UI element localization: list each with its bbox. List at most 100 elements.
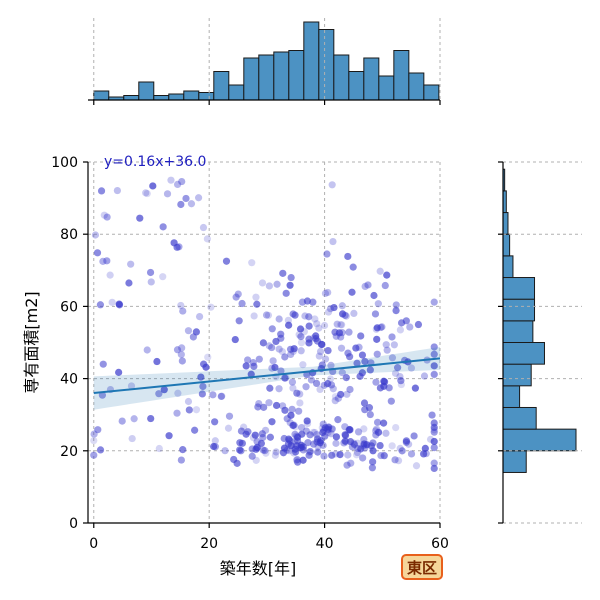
scatter-point xyxy=(288,378,297,386)
scatter-point xyxy=(337,344,346,352)
scatter-point xyxy=(269,357,277,365)
scatter-point xyxy=(268,418,276,426)
scatter-point xyxy=(346,353,354,361)
scatter-point xyxy=(336,451,344,459)
scatter-point xyxy=(293,456,301,464)
scatter-point xyxy=(252,456,260,464)
scatter-point xyxy=(282,374,290,382)
right-histogram-bar xyxy=(502,277,536,300)
scatter-point xyxy=(383,346,391,354)
scatter-point xyxy=(163,190,172,198)
scatter-point xyxy=(306,447,314,456)
scatter-point xyxy=(430,464,438,473)
top-histogram-bar xyxy=(153,95,170,101)
scatter-point xyxy=(382,429,390,437)
scatter-point xyxy=(298,423,306,432)
scatter-point xyxy=(305,322,313,330)
y-tick-label: 80 xyxy=(60,227,78,243)
scatter-point xyxy=(354,444,362,453)
scatter-point xyxy=(159,273,167,281)
scatter-point xyxy=(361,357,369,366)
scatter-point xyxy=(321,289,330,297)
scatter-point xyxy=(268,325,276,333)
scatter-point xyxy=(178,177,186,186)
scatter-point xyxy=(261,426,270,434)
scatter-point xyxy=(260,403,268,411)
scatter-point xyxy=(316,347,325,356)
scatter-point xyxy=(293,442,301,450)
scatter-point xyxy=(293,389,301,397)
scatter-point xyxy=(333,320,341,328)
scatter-point xyxy=(316,385,324,394)
scatter-point xyxy=(268,343,276,352)
scatter-point xyxy=(191,426,199,434)
right-histogram-bar xyxy=(502,428,577,452)
scatter-point xyxy=(170,239,178,247)
scatter-point xyxy=(143,189,151,198)
scatter-point xyxy=(312,332,320,340)
scatter-point xyxy=(272,401,281,410)
scatter-point xyxy=(237,447,245,455)
scatter-point xyxy=(302,383,310,391)
scatter-point xyxy=(289,310,297,318)
scatter-point xyxy=(370,291,378,300)
scatter-point xyxy=(338,321,346,329)
top-histogram-bar xyxy=(408,72,425,101)
scatter-point xyxy=(392,424,400,432)
scatter-point xyxy=(265,342,273,350)
scatter-point xyxy=(297,347,305,355)
scatter-point xyxy=(174,389,182,397)
scatter-point xyxy=(360,425,368,433)
scatter-point xyxy=(231,335,239,344)
scatter-point xyxy=(426,435,435,443)
scatter-point xyxy=(373,350,381,358)
scatter-point xyxy=(420,372,429,380)
scatter-point xyxy=(373,324,381,332)
scatter-point xyxy=(192,328,200,336)
scatter-point xyxy=(372,378,380,386)
scatter-point xyxy=(266,433,274,441)
scatter-point xyxy=(324,288,332,297)
scatter-point xyxy=(421,444,429,452)
scatter-point xyxy=(167,176,175,184)
scatter-point xyxy=(360,399,369,407)
scatter-point xyxy=(309,298,317,306)
scatter-point xyxy=(265,399,273,407)
scatter-point xyxy=(357,445,365,453)
scatter-point xyxy=(299,446,307,454)
scatter-point xyxy=(238,439,246,447)
scatter-point xyxy=(96,301,105,309)
scatter-point xyxy=(275,315,283,323)
scatter-point xyxy=(280,434,288,443)
scatter-point xyxy=(313,320,321,328)
scatter-point xyxy=(330,303,338,312)
scatter-point xyxy=(340,439,348,447)
x-axis-title: 築年数[年] xyxy=(220,559,297,578)
scatter-point xyxy=(361,406,369,414)
scatter-point xyxy=(352,344,360,352)
scatter-point xyxy=(232,293,240,301)
scatter-point xyxy=(187,200,196,208)
scatter-point xyxy=(90,451,98,459)
scatter-point xyxy=(184,327,193,335)
scatter-point xyxy=(142,189,150,197)
scatter-point xyxy=(127,382,136,390)
scatter-point xyxy=(337,333,345,341)
scatter-point xyxy=(279,449,288,457)
scatter-point xyxy=(380,452,388,460)
scatter-point xyxy=(194,194,203,202)
scatter-point xyxy=(253,437,261,446)
scatter-point xyxy=(97,187,106,195)
scatter-point xyxy=(372,431,380,439)
scatter-point xyxy=(248,259,256,267)
x-tick-label: 20 xyxy=(200,536,218,552)
top-histogram-bar xyxy=(378,75,395,101)
scatter-point xyxy=(314,435,322,443)
scatter-point xyxy=(225,412,234,420)
scatter-point xyxy=(198,390,206,398)
scatter-point xyxy=(258,279,267,287)
scatter-point xyxy=(273,280,281,288)
scatter-point xyxy=(402,438,410,446)
scatter-point xyxy=(299,361,307,369)
regression-line xyxy=(93,357,441,395)
